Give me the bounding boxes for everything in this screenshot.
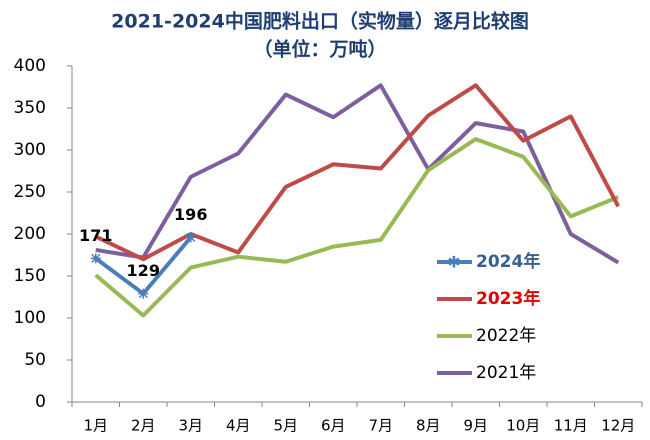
legend-label: 2022年 <box>476 326 536 346</box>
y-tick-label: 350 <box>14 98 46 118</box>
x-tick-label: 3月 <box>178 417 203 435</box>
series-line <box>95 83 620 265</box>
x-tick-label: 4月 <box>226 417 251 435</box>
x-tick-label: 7月 <box>368 417 393 435</box>
data-label: 129 <box>127 261 160 280</box>
x-tick-label: 9月 <box>463 417 488 435</box>
x-tick-label: 10月 <box>506 417 540 435</box>
y-tick-label: 250 <box>14 182 46 202</box>
x-tick-label: 11月 <box>554 417 588 435</box>
series-line <box>94 137 620 318</box>
legend-label: 2023年 <box>476 288 540 309</box>
chart-subtitle: （单位：万吨） <box>253 38 386 61</box>
x-tick-label: 1月 <box>83 417 108 435</box>
x-tick-label: 5月 <box>273 417 298 435</box>
y-tick-label: 0 <box>35 392 46 412</box>
y-tick-label: 100 <box>14 308 46 328</box>
legend-label: 2024年 <box>476 251 540 272</box>
series-line <box>94 83 621 262</box>
y-tick-label: 400 <box>14 56 46 76</box>
x-tick-label: 2月 <box>131 417 156 435</box>
y-tick-label: 150 <box>14 266 46 286</box>
marker <box>138 288 149 299</box>
marker <box>90 253 101 264</box>
legend-marker: ✱ <box>447 253 460 272</box>
x-tick-label: 8月 <box>416 417 441 435</box>
x-tick-label: 6月 <box>321 417 346 435</box>
marker <box>185 232 196 243</box>
y-tick-label: 200 <box>14 224 46 244</box>
chart-title: 2021-2024中国肥料出口（实物量）逐月比较图 <box>111 10 529 33</box>
y-tick-label: 300 <box>14 140 46 160</box>
legend-label: 2021年 <box>476 363 536 383</box>
data-label: 171 <box>79 226 112 245</box>
data-label: 196 <box>174 205 207 224</box>
x-tick-label: 12月 <box>601 417 635 435</box>
y-tick-label: 50 <box>24 350 46 370</box>
